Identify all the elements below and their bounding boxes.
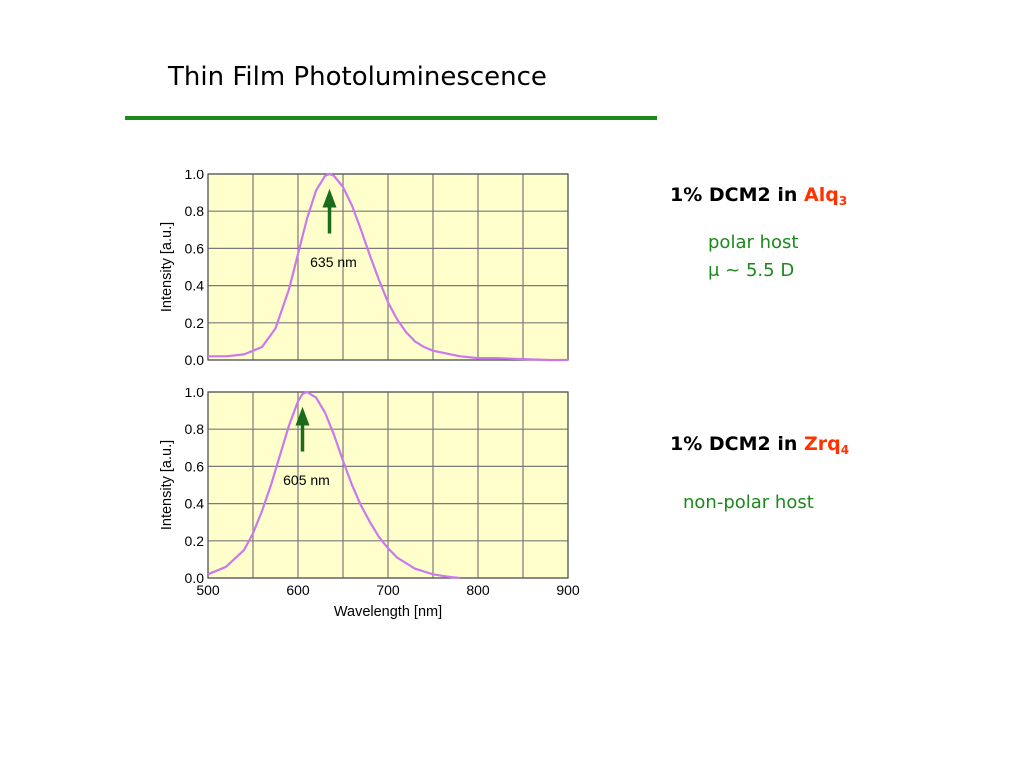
x-tick-label: 800 xyxy=(466,582,490,598)
host-subscript: 4 xyxy=(840,443,850,457)
y-axis-label: Intensity [a.u.] xyxy=(159,440,175,530)
y-tick-label: 1.0 xyxy=(185,170,205,182)
x-tick-label: 500 xyxy=(196,582,220,598)
host-name: Zrq xyxy=(803,433,841,455)
peak-arrow-head xyxy=(322,188,337,208)
y-tick-label: 0.6 xyxy=(185,458,205,474)
pl-spectrum-curve xyxy=(207,390,461,580)
plot-frame xyxy=(207,173,569,361)
y-tick-label: 0.8 xyxy=(185,203,205,219)
peak-wavelength-label: 605 nm xyxy=(283,472,330,488)
slide-title: Thin Film Photoluminescence xyxy=(168,62,547,92)
x-tick-label: 600 xyxy=(286,582,310,598)
y-tick-label: 0.8 xyxy=(185,421,205,437)
host-name: Alq xyxy=(803,184,839,206)
x-tick-label: 900 xyxy=(556,582,580,598)
y-tick-label: 0.4 xyxy=(185,496,205,512)
plot-frame xyxy=(207,391,569,579)
x-axis-label: Wavelength [nm] xyxy=(334,604,442,620)
host-polarity-note: polar host xyxy=(708,232,799,253)
sample-prefix: 1% DCM2 in xyxy=(670,184,804,206)
y-tick-label: 1.0 xyxy=(185,388,205,400)
sample-label-alq3: 1% DCM2 in Alq3 xyxy=(670,184,847,208)
y-tick-label: 0.6 xyxy=(185,240,205,256)
pl-spectrum-curve xyxy=(208,172,568,362)
peak-arrow-head xyxy=(295,406,310,426)
y-tick-label: 0.0 xyxy=(185,352,205,368)
dipole-moment-note: μ ~ 5.5 D xyxy=(708,260,795,281)
chart-alq3-pl-spectrum: 0.0 0.2 0.4 0.6 0.8 1.0 Intensity [a.u.] 635 nm xyxy=(159,170,569,368)
x-tick-label: 700 xyxy=(376,582,400,598)
chart-zrq4-pl-spectrum: 0.0 0.2 0.4 0.6 0.8 1.0 Intensity [a.u.] 500 600… xyxy=(159,388,580,620)
y-tick-label: 0.2 xyxy=(185,315,205,331)
sample-label-zrq4: 1% DCM2 in Zrq4 xyxy=(670,433,849,457)
host-polarity-note: non-polar host xyxy=(683,492,814,513)
host-subscript: 3 xyxy=(838,194,848,208)
y-tick-label: 0.2 xyxy=(185,533,205,549)
peak-wavelength-label: 635 nm xyxy=(310,254,357,270)
title-underline xyxy=(125,116,657,120)
y-tick-label: 0.4 xyxy=(185,278,205,294)
y-tick-label: 0.0 xyxy=(185,570,205,586)
y-axis-label: Intensity [a.u.] xyxy=(159,222,175,312)
sample-prefix: 1% DCM2 in xyxy=(670,433,804,455)
